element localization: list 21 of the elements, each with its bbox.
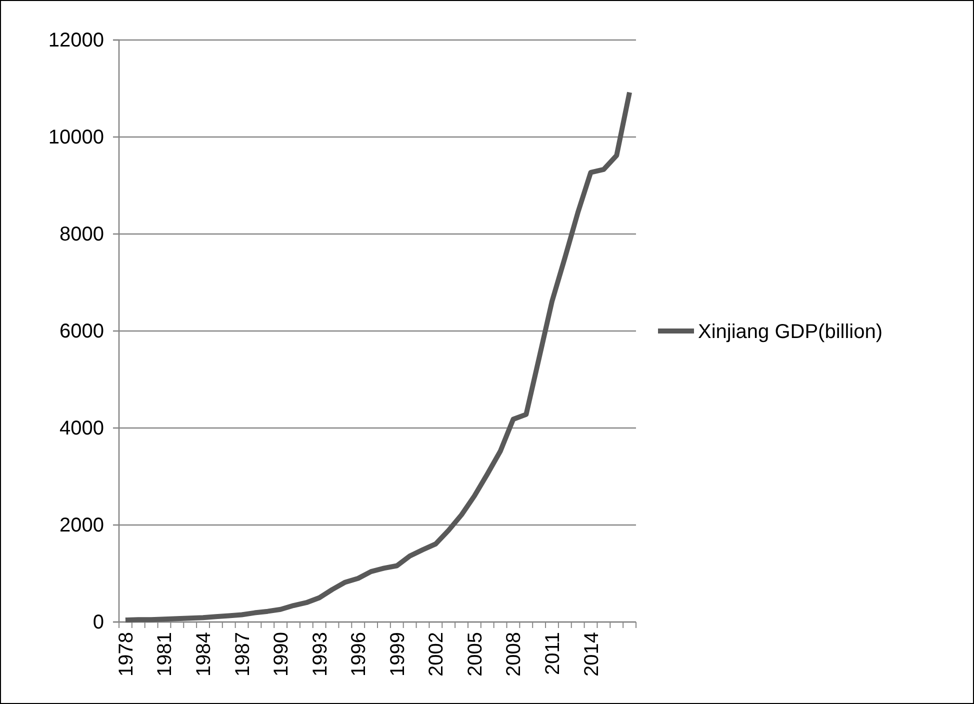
x-tick-label: 1993 [309,632,332,676]
x-tick-label: 2002 [426,632,448,676]
x-tick-label: 1981 [154,632,176,676]
x-tick-label: 1996 [348,632,370,676]
y-tick-label: 8000 [60,223,104,246]
x-tick-label: 2008 [503,632,526,676]
x-tick-label: 1978 [115,632,138,676]
x-tick-label: 1984 [193,632,216,676]
x-tick-label: 1999 [386,632,409,676]
x-tick-label: 2005 [464,632,486,676]
y-tick-label: 0 [92,611,104,634]
y-tick-label: 12000 [48,29,104,52]
y-tick-label: 6000 [60,320,104,342]
x-tick-label: 2014 [580,632,603,676]
x-tick-label: 1987 [232,632,254,676]
y-tick-label: 2000 [60,514,104,536]
y-tick-label: 4000 [60,417,104,440]
y-tick-label: 10000 [48,126,104,148]
x-tick-label: 1990 [270,632,293,676]
x-tick-label: 2011 [542,632,564,676]
legend-label: Xinjiang GDP(billion) [698,321,883,343]
